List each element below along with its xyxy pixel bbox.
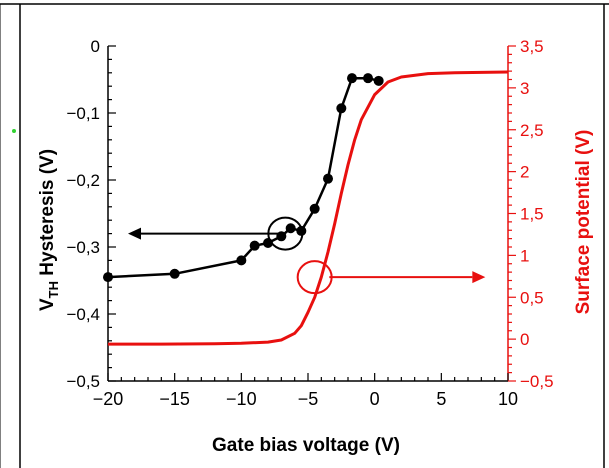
hysteresis-point — [103, 272, 113, 283]
y-axis-left-label-rest: Hysteresis (V) — [37, 149, 58, 281]
hysteresis-point — [309, 203, 320, 214]
x-tick-label: −20 — [93, 389, 124, 409]
hysteresis-point — [373, 75, 384, 86]
y-left-tick-label: 0 — [91, 37, 100, 56]
y-axis-left-label-main: V — [37, 298, 58, 311]
y-right-tick-label: 0,5 — [520, 288, 544, 307]
y-left-tick-label: −0,1 — [66, 104, 100, 123]
hysteresis-point — [169, 268, 180, 279]
hysteresis-point — [249, 240, 260, 251]
y-right-tick-label: −0,5 — [520, 372, 554, 391]
hysteresis-point — [323, 173, 333, 184]
green-marker — [12, 129, 16, 133]
y-right-tick-label: 3 — [520, 79, 529, 98]
x-tick-label: 5 — [436, 389, 446, 409]
x-tick-label: −5 — [298, 389, 319, 409]
hysteresis-point — [363, 73, 373, 84]
y-left-tick-label: −0,4 — [66, 305, 100, 324]
left-arrow-head — [128, 227, 141, 240]
x-tick-label: −10 — [226, 389, 257, 409]
x-tick-label: 0 — [370, 389, 380, 409]
y-right-tick-label: 1,5 — [520, 205, 544, 224]
y-right-tick-label: 2 — [520, 163, 529, 182]
y-axis-left-label: VTH Hysteresis (V) — [37, 149, 61, 311]
y-right-tick-label: 2,5 — [520, 121, 544, 140]
y-left-tick-label: −0,3 — [66, 238, 100, 257]
hysteresis-point — [347, 73, 357, 84]
hysteresis-point — [336, 103, 347, 114]
hysteresis-point — [236, 255, 247, 266]
hysteresis-point — [285, 223, 296, 234]
y-right-tick-label: 0 — [520, 330, 529, 349]
x-axis-label: Gate bias voltage (V) — [212, 435, 400, 456]
y-left-tick-label: −0,2 — [66, 171, 100, 190]
y-axis-left-label-sub: TH — [46, 281, 61, 298]
right-axis-ellipse — [296, 260, 333, 295]
y-right-tick-label: 3,5 — [520, 37, 544, 56]
surface-potential-curve — [108, 70, 509, 346]
plot-area: −20 −15 −10 −5 0 5 100−0,1−0,2−0,3−0,4−0,53,53… — [66, 37, 553, 409]
y-axis-right-label: Surface potential (V) — [573, 130, 594, 315]
x-tick-label: 10 — [498, 389, 518, 409]
x-tick-label: −15 — [159, 389, 190, 409]
y-left-tick-label: −0,5 — [66, 372, 100, 391]
y-right-tick-label: 1 — [520, 246, 529, 265]
right-arrow-head — [472, 271, 486, 284]
